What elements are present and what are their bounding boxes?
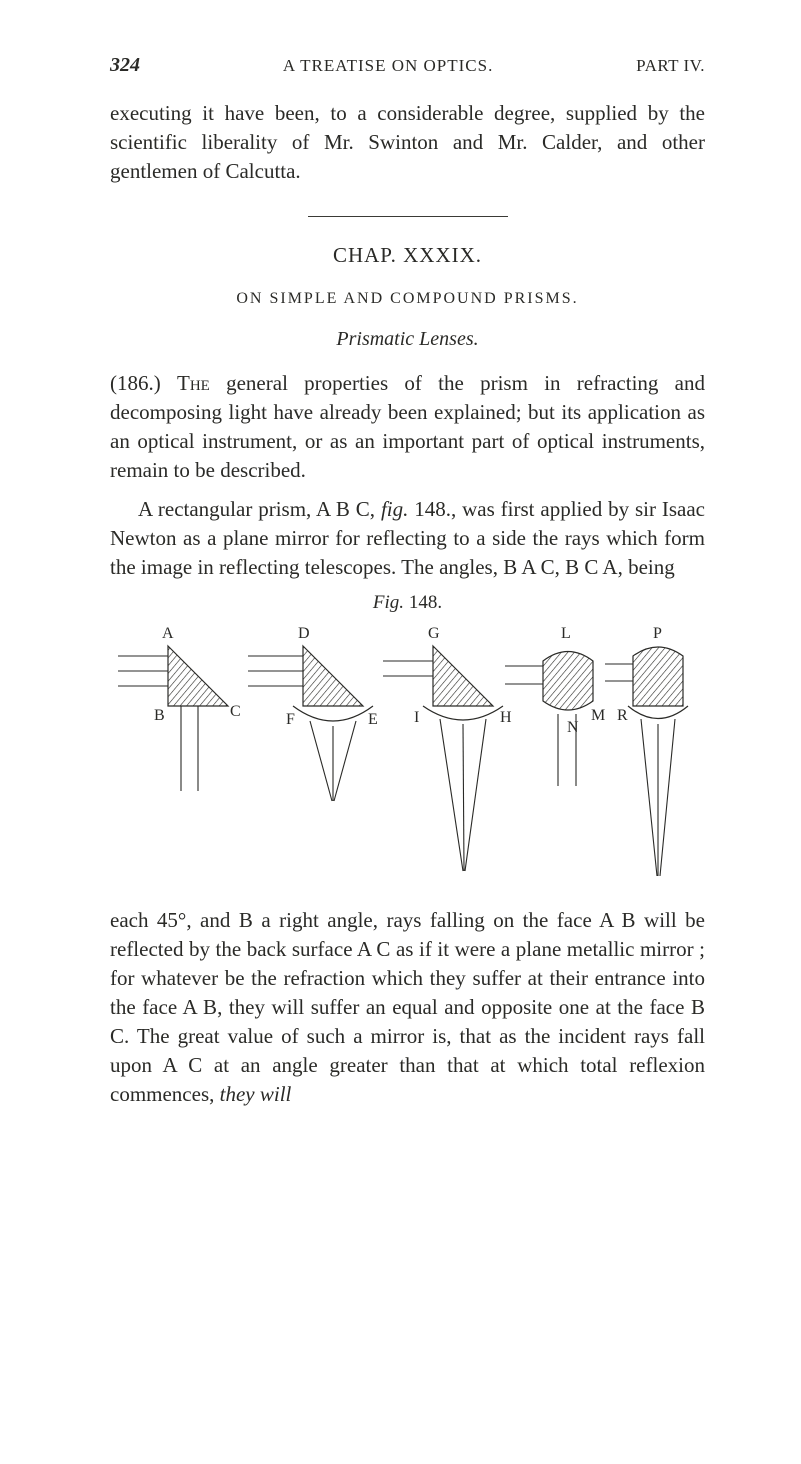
label-I: I <box>414 709 419 726</box>
label-A: A <box>162 625 174 642</box>
running-head: 324 A TREATISE ON OPTICS. PART IV. <box>110 54 705 77</box>
prism-4: L M N <box>505 625 605 786</box>
fig-word: Fig. <box>373 592 404 613</box>
label-C: C <box>230 703 241 720</box>
prism-1: A B C <box>118 625 241 791</box>
para3-fig: fig. <box>381 497 408 521</box>
paragraph-4: each 45°, and B a right angle, rays fall… <box>110 906 705 1109</box>
prism-2: D F E <box>248 625 378 801</box>
running-part: PART IV. <box>636 56 705 76</box>
prism-3: G I H <box>383 625 512 871</box>
label-N: N <box>567 719 579 736</box>
figure-148: A B C D F E <box>110 616 705 896</box>
page: 324 A TREATISE ON OPTICS. PART IV. execu… <box>0 0 801 1464</box>
italic-heading: Prismatic Lenses. <box>110 328 705 351</box>
label-H: H <box>500 709 512 726</box>
label-D: D <box>298 625 310 642</box>
chapter-heading: CHAP. XXXIX. <box>110 243 705 268</box>
label-L: L <box>561 625 571 642</box>
label-F: F <box>286 711 295 728</box>
label-R: R <box>617 707 628 724</box>
label-E: E <box>368 711 378 728</box>
paragraph-3: A rectangular prism, A B C, fig. 148., w… <box>110 495 705 582</box>
para4-a: each 45°, and B a right angle, rays fall… <box>110 908 705 1106</box>
running-title: A TREATISE ON OPTICS. <box>283 56 494 76</box>
label-B: B <box>154 707 165 724</box>
prism-5: P R <box>605 625 688 876</box>
para4-it: they will <box>220 1082 292 1106</box>
label-M: M <box>591 707 605 724</box>
para2-prefix: (186.) <box>110 371 177 395</box>
rule <box>308 216 508 217</box>
label-P: P <box>653 625 662 642</box>
prisms-diagram: A B C D F E <box>118 616 698 896</box>
fig-num: 148. <box>404 592 442 613</box>
sub-heading: ON SIMPLE AND COMPOUND PRISMS. <box>110 290 705 308</box>
paragraph-2: (186.) The general properties of the pri… <box>110 369 705 485</box>
para3-a: A rectangular prism, A B C, <box>138 497 381 521</box>
paragraph-1: executing it have been, to a considerabl… <box>110 99 705 186</box>
page-number: 324 <box>110 54 140 77</box>
para2-smallcaps: The <box>177 371 210 395</box>
label-G: G <box>428 625 440 642</box>
figure-caption: Fig. 148. <box>110 592 705 614</box>
